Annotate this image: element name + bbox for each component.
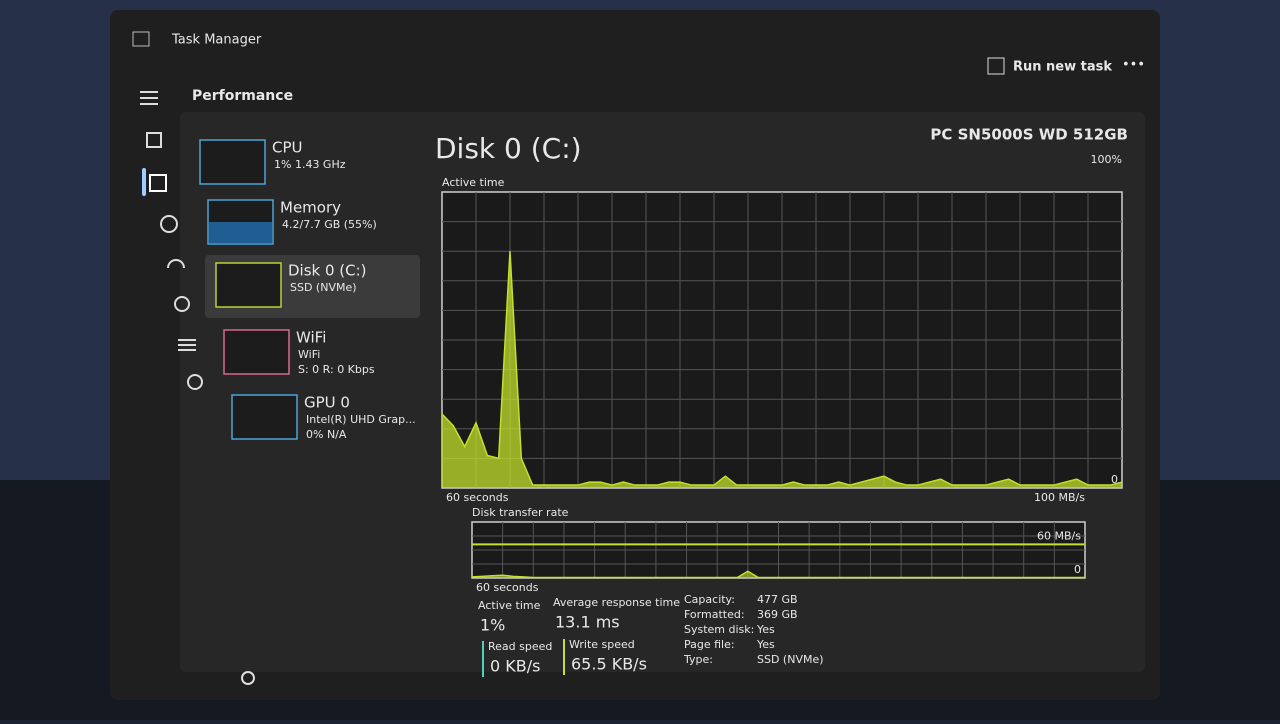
item-name: CPU [272, 139, 303, 157]
series-line [441, 251, 1123, 486]
window-title: Task Manager [171, 33, 262, 48]
chart-label: Disk transfer rate [472, 506, 569, 519]
item-detail: S: 0 R: 0 Kbps [298, 363, 375, 376]
nav-icons[interactable] [146, 132, 255, 685]
property-value: 369 GB [757, 608, 798, 621]
menu-icon[interactable] [140, 91, 158, 105]
stat-label: Read speed [488, 640, 552, 653]
item-name: Memory [280, 199, 341, 217]
thumbnail [231, 394, 298, 440]
series-area [442, 251, 1122, 488]
chart-xlabel: 60 seconds [446, 491, 509, 504]
thumbnail [223, 329, 290, 375]
stat-value: 13.1 ms [555, 613, 620, 632]
item-detail: 0% N/A [306, 428, 347, 441]
chart-min: 0 [1074, 563, 1081, 576]
chart-max: 100% [1091, 153, 1122, 166]
thumbnail [215, 262, 282, 308]
reference-label: 60 MB/s [1037, 529, 1081, 542]
charts: Active time 100% 0 60 seconds Disk transfer … [441, 153, 1123, 594]
item-name: WiFi [296, 329, 326, 347]
property-label: Page file: [684, 638, 735, 651]
property-value: SSD (NVMe) [757, 653, 824, 666]
property-label: Type: [683, 653, 713, 666]
chart-max: 100 MB/s [1034, 491, 1085, 504]
stat-value: 65.5 KB/s [571, 655, 647, 674]
run-new-task[interactable]: Run new task [1013, 60, 1112, 75]
chart-min: 0 [1111, 473, 1118, 486]
property-label: Formatted: [684, 608, 745, 621]
property-value: Yes [756, 638, 775, 651]
stat-label: Active time [478, 599, 541, 612]
app-icon [132, 31, 150, 47]
stat-label: Average response time [553, 596, 680, 609]
stat-label: Write speed [569, 638, 635, 651]
property-value: 477 GB [757, 593, 798, 606]
item-name: GPU 0 [304, 394, 350, 412]
more-button[interactable]: ••• [1122, 58, 1145, 73]
chart-label: Active time [442, 176, 505, 189]
item-detail: WiFi [298, 348, 320, 361]
nav-selected [142, 168, 146, 196]
item-detail: 4.2/7.7 GB (55%) [282, 218, 377, 231]
property-label: System disk: [684, 623, 754, 636]
item-name: Disk 0 (C:) [288, 262, 367, 280]
chart-xlabel: 60 seconds [476, 581, 539, 594]
property-label: Capacity: [684, 593, 735, 606]
run-task-icon [987, 57, 1005, 75]
thumbnail [199, 139, 266, 185]
series-line [471, 570, 1085, 579]
stats: Active time 1% Average response time 13.1 m… [478, 593, 824, 677]
item-detail: 1% 1.43 GHz [274, 158, 346, 171]
stat-value: 0 KB/s [490, 657, 540, 676]
stat-value: 1% [480, 616, 505, 635]
section-title: Performance [192, 88, 293, 104]
item-detail: Intel(R) UHD Grap... [306, 413, 416, 426]
thumbnail-fill [209, 222, 272, 243]
item-detail: SSD (NVMe) [290, 281, 357, 294]
property-value: Yes [756, 623, 775, 636]
disk-model: PC SN5000S WD 512GB [930, 126, 1128, 144]
disk-title: Disk 0 (C:) [435, 132, 582, 165]
